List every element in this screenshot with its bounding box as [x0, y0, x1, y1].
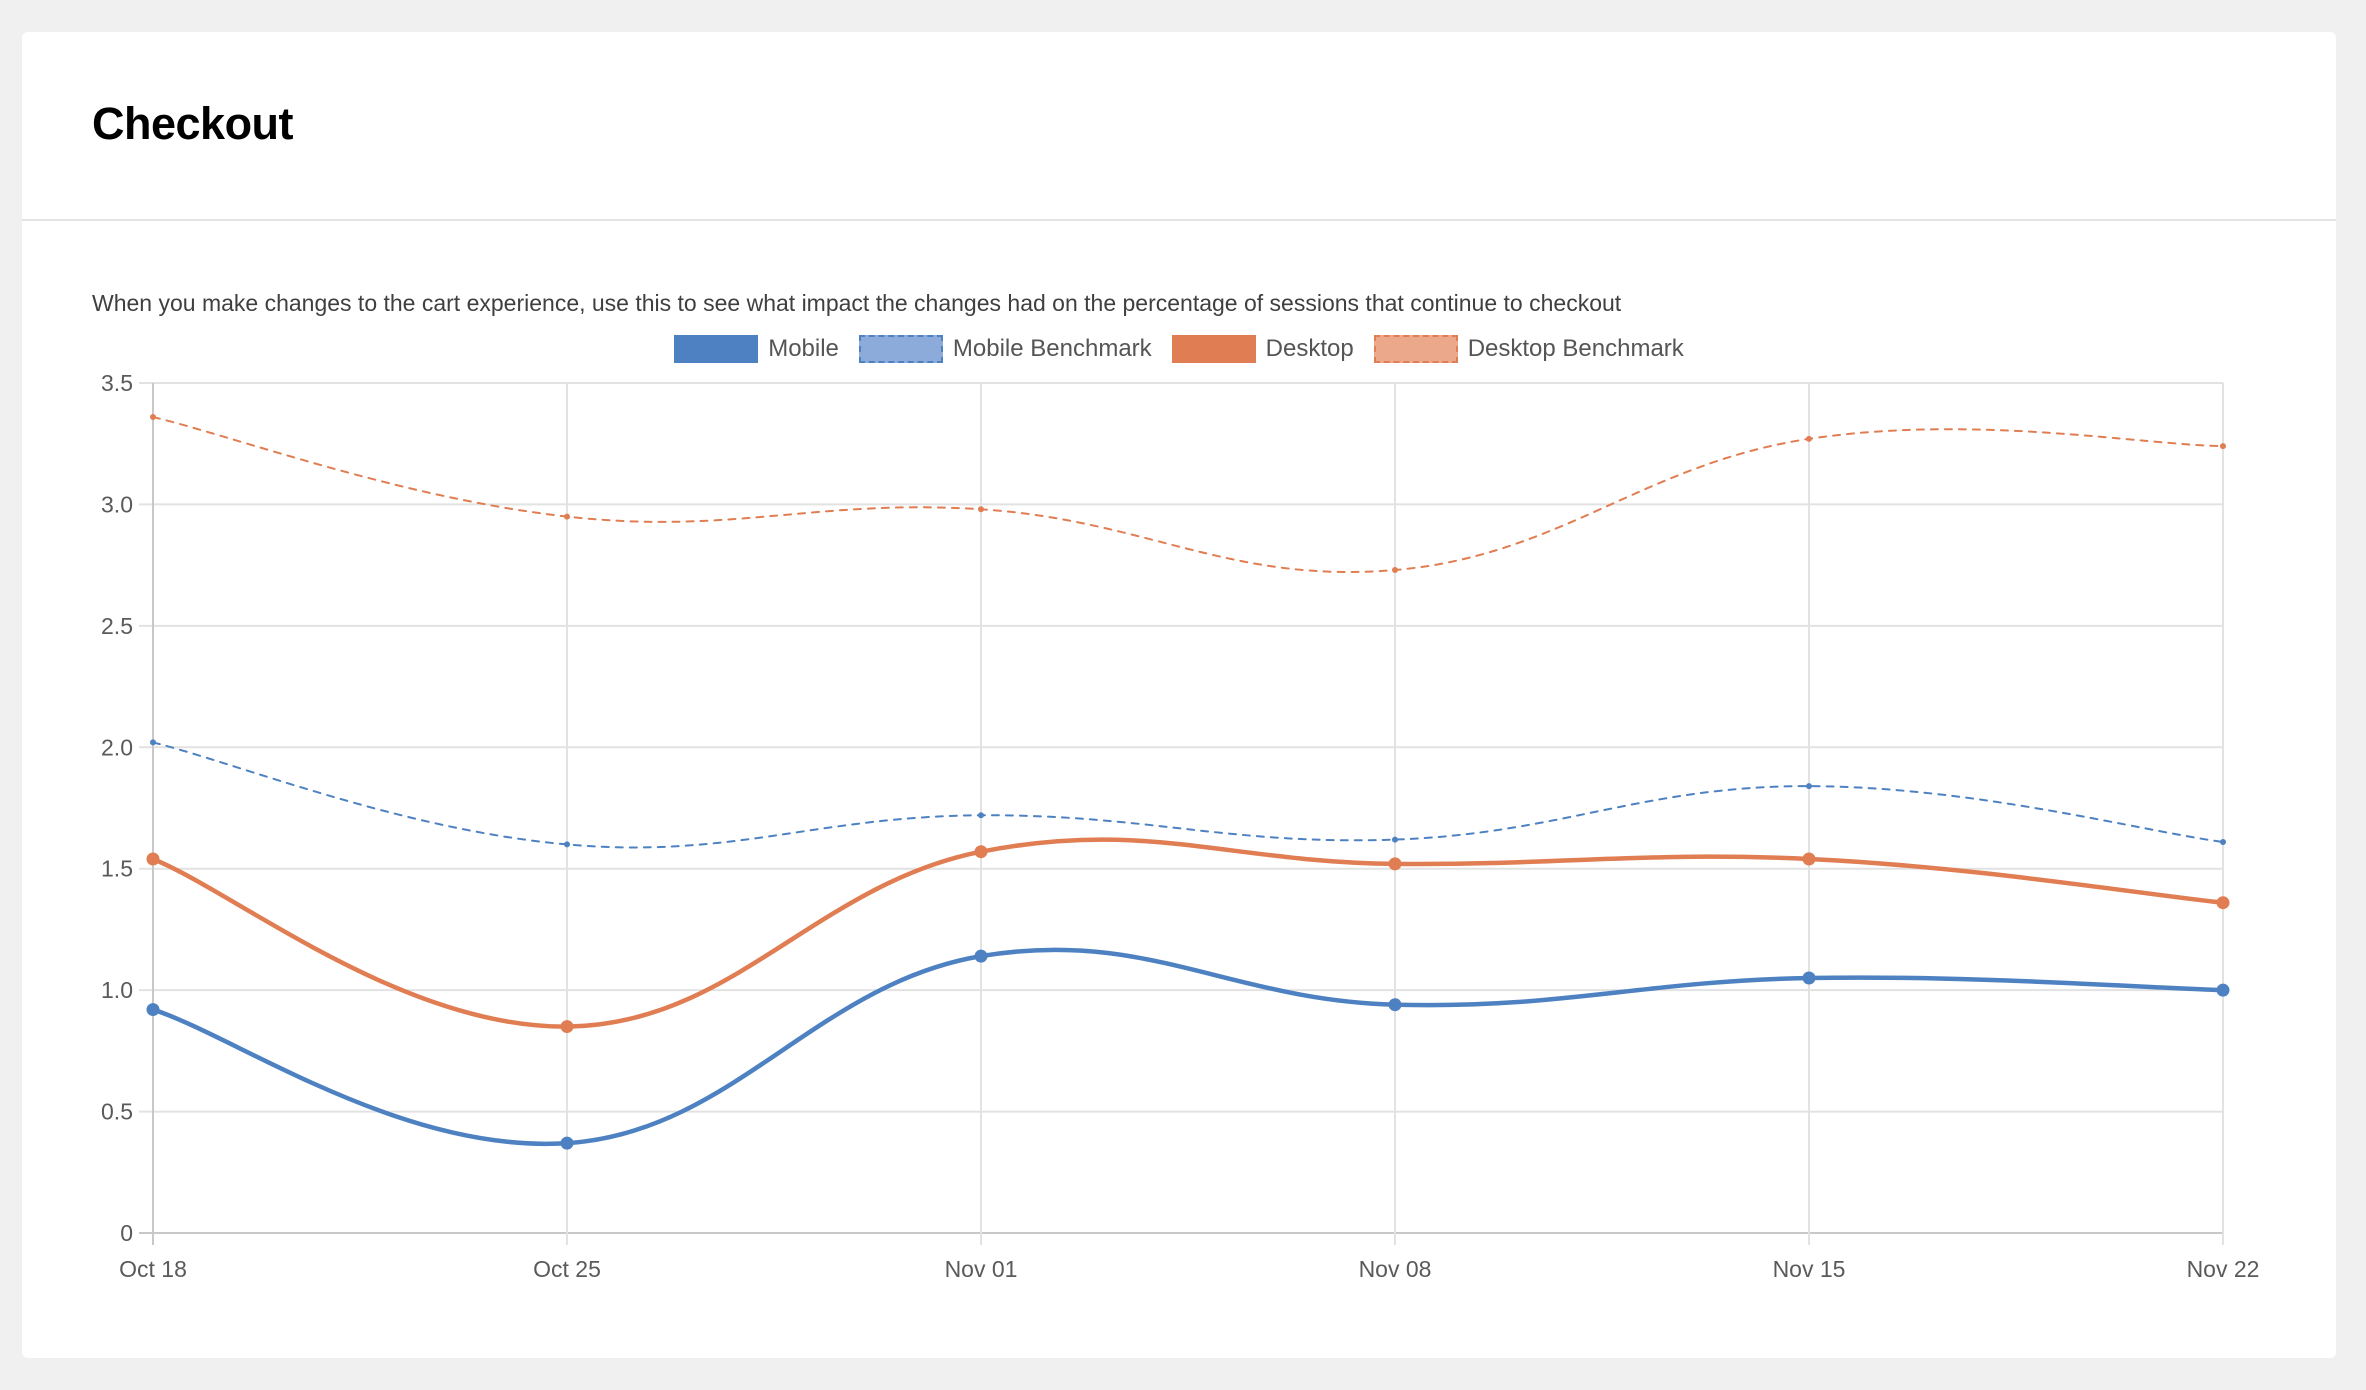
data-point-mobile-benchmark [2220, 839, 2226, 845]
series-line-mobile [150, 947, 2226, 1147]
data-point-mobile [146, 1003, 160, 1017]
data-point-desktop-benchmark [1806, 435, 1812, 442]
x-tick-label: Nov 22 [2187, 1256, 2260, 1282]
legend-swatch-mobile [674, 335, 759, 363]
y-tick-label: 1.5 [101, 856, 133, 882]
series-line-desktop [150, 837, 2226, 1029]
y-tick-label: 3.0 [101, 491, 133, 517]
legend-swatch-desktop-benchmark [1373, 335, 1458, 363]
y-tick-label: 3.5 [101, 370, 133, 396]
data-point-mobile-benchmark [978, 812, 984, 819]
data-point-desktop [974, 845, 988, 859]
data-point-desktop-benchmark [978, 506, 984, 513]
legend-label-mobile: Mobile [768, 335, 839, 362]
checkout-card: Checkout When you make changes to the ca… [22, 32, 2336, 1358]
data-point-mobile-benchmark [1392, 836, 1398, 843]
data-point-desktop-benchmark [150, 414, 156, 420]
x-tick-label: Nov 08 [1359, 1256, 1432, 1282]
legend-item-mobile[interactable]: Mobile [674, 335, 839, 363]
series-line-mobile-benchmark [152, 741, 2224, 849]
data-point-desktop [560, 1020, 574, 1034]
legend-item-mobile-benchmark[interactable]: Mobile Benchmark [858, 335, 1152, 363]
data-point-mobile [560, 1136, 574, 1150]
data-point-mobile-benchmark [564, 841, 570, 848]
x-tick-label: Oct 25 [533, 1256, 601, 1282]
card-header: Checkout [22, 32, 2336, 221]
data-point-mobile [1802, 971, 1816, 985]
data-point-mobile-benchmark [150, 739, 156, 746]
x-tick-label: Nov 15 [1773, 1256, 1846, 1282]
data-point-mobile [1388, 998, 1402, 1012]
data-point-mobile [974, 949, 988, 963]
y-tick-label: 0.5 [101, 1099, 133, 1125]
line-chart: 0 0.5 1.0 1.5 2.0 2.5 3.0 3.5 Oct 18 Oct 25 Nov 01… [101, 370, 2260, 1282]
chart-description: When you make changes to the cart experi… [92, 290, 1622, 316]
legend-item-desktop-benchmark[interactable]: Desktop Benchmark [1373, 335, 1684, 363]
x-tick-label: Nov 01 [945, 1256, 1018, 1282]
data-point-desktop [1802, 852, 1816, 866]
legend-swatch-desktop [1171, 335, 1256, 363]
x-tick-label: Oct 18 [119, 1256, 187, 1282]
y-tick-label: 1.0 [101, 977, 133, 1003]
data-point-mobile [2216, 983, 2230, 997]
legend-item-desktop[interactable]: Desktop [1171, 335, 1354, 363]
page-title: Checkout [92, 98, 294, 149]
legend-label-desktop-benchmark: Desktop Benchmark [1467, 335, 1684, 362]
data-point-desktop-benchmark [1392, 567, 1398, 573]
data-point-desktop [2216, 896, 2230, 910]
legend-label-mobile-benchmark: Mobile Benchmark [952, 335, 1152, 362]
chart-legend: Mobile Mobile Benchmark Desktop Desktop … [22, 332, 2336, 366]
data-point-desktop [1388, 857, 1402, 871]
y-tick-label: 0 [120, 1220, 133, 1246]
y-tick-label: 2.5 [101, 613, 133, 639]
legend-swatch-mobile-benchmark [858, 335, 943, 363]
y-tick-label: 2.0 [101, 734, 133, 760]
series-line-desktop-benchmark [152, 416, 2224, 574]
legend-label-desktop: Desktop [1265, 335, 1354, 362]
data-point-desktop-benchmark [2220, 443, 2226, 450]
data-point-mobile-benchmark [1806, 783, 1812, 790]
data-point-desktop [146, 852, 160, 866]
data-point-desktop-benchmark [564, 513, 570, 520]
